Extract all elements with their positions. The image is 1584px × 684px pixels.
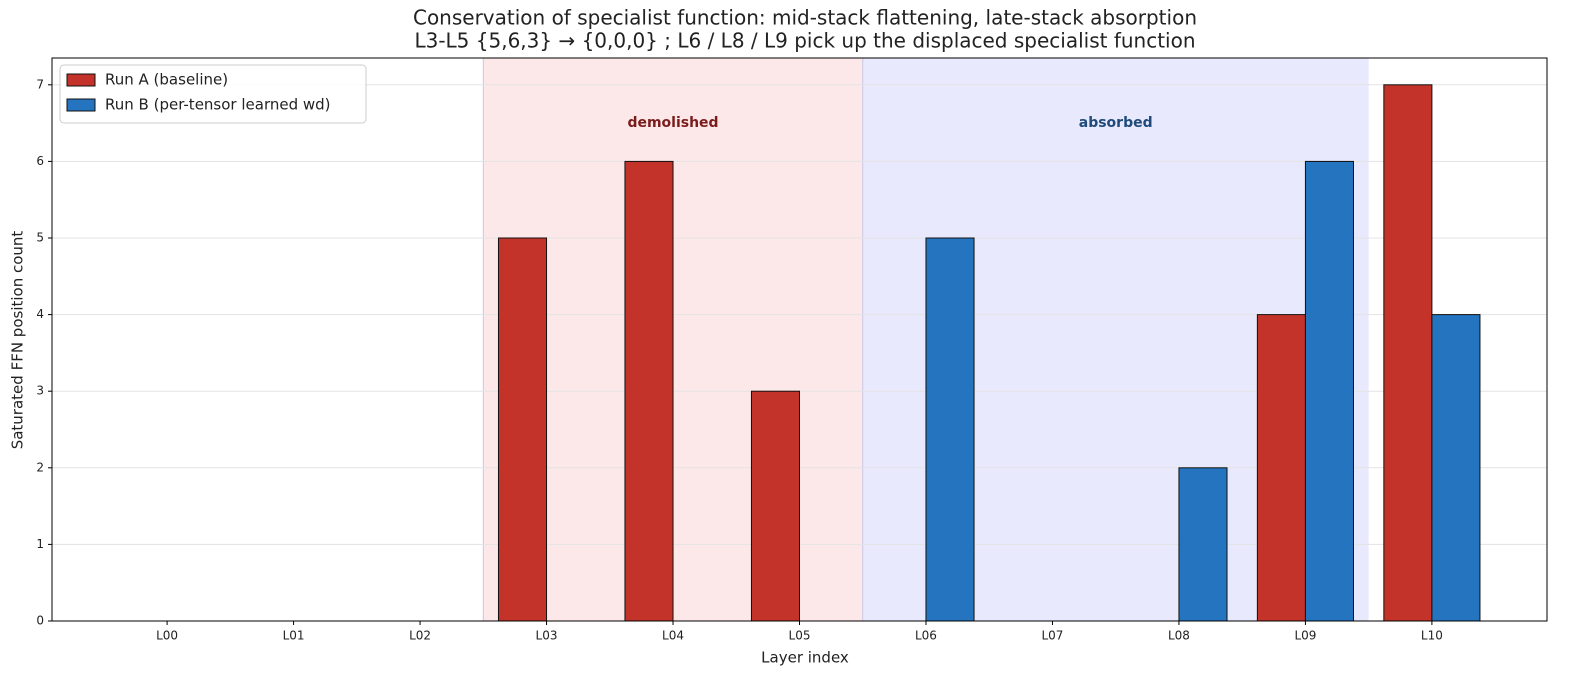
bars — [497, 84, 1481, 622]
legend-swatch — [66, 98, 96, 112]
bar — [925, 237, 975, 622]
bar — [1304, 160, 1354, 622]
x-tick-label: L08 — [1168, 629, 1190, 643]
y-tick-label: 4 — [36, 307, 44, 321]
x-tick-label: L02 — [409, 629, 431, 643]
bar — [624, 160, 674, 622]
y-tick-label: 6 — [36, 154, 44, 168]
legend-swatch — [66, 73, 96, 87]
region-label: absorbed — [1079, 115, 1153, 131]
ticks: 0 1 2 3 4 5 6 7 L00 L01 L02 L03 L04 L05 L06 L07 L08 L09 L1… — [36, 77, 1443, 642]
region-label: demolished — [627, 115, 718, 131]
y-tick-label: 2 — [36, 460, 44, 474]
bar — [497, 237, 548, 622]
y-axis-label: Saturated FFN position count — [9, 231, 27, 450]
legend-label: Run B (per-tensor learned wd) — [105, 96, 331, 114]
x-tick-label: L05 — [789, 629, 811, 643]
x-tick-label: L04 — [662, 629, 684, 643]
y-tick-label: 5 — [36, 231, 44, 245]
bar — [750, 390, 800, 622]
y-tick-label: 7 — [36, 77, 44, 91]
bar — [1178, 467, 1228, 622]
y-tick-label: 0 — [36, 614, 44, 628]
x-tick-label: L00 — [156, 629, 178, 643]
y-tick-label: 3 — [36, 384, 44, 398]
x-tick-label: L06 — [915, 629, 937, 643]
chart-title: Conservation of specialist function: mid… — [413, 6, 1197, 30]
y-tick-label: 1 — [36, 537, 44, 551]
x-tick-label: L07 — [1041, 629, 1063, 643]
x-tick-label: L09 — [1294, 629, 1316, 643]
legend-label: Run A (baseline) — [105, 71, 228, 89]
x-tick-label: L01 — [283, 629, 305, 643]
chart-subtitle: L3-L5 {5,6,3} → {0,0,0} ; L6 / L8 / L9 p… — [414, 29, 1195, 53]
legend-box — [59, 64, 367, 124]
bar — [1383, 84, 1433, 622]
x-axis-label: Layer index — [761, 649, 849, 667]
x-tick-label: L10 — [1421, 629, 1443, 643]
bar — [1256, 314, 1306, 622]
x-tick-label: L03 — [536, 629, 558, 643]
legend: Run A (baseline) Run B (per-tensor learne… — [59, 64, 367, 124]
bar — [1431, 314, 1481, 622]
